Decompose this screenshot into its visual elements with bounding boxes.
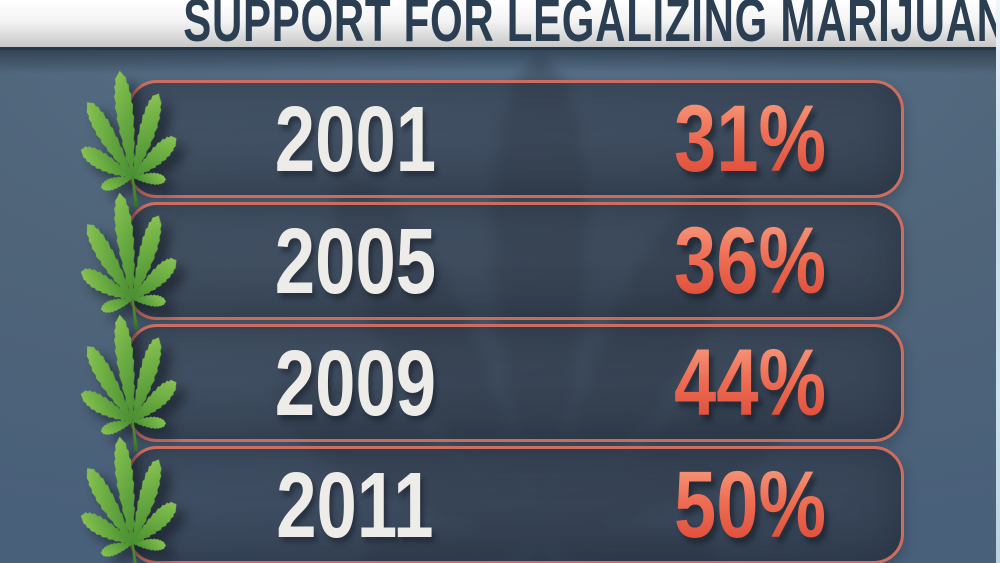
year-label: 2005 [274,208,436,313]
screen-edge-artifact [996,0,1000,563]
percent-value: 44% [673,329,827,436]
percent-value: 50% [673,451,827,558]
stat-row-2005: 2005 36% [127,202,904,320]
title-bar-shadow [0,50,1000,74]
year-label: 2009 [274,330,436,435]
percent-value: 36% [673,207,827,314]
year-label: 2011 [276,452,434,557]
stat-row-2009: 2009 44% [127,324,904,442]
title-bar: SUPPORT FOR LEGALIZING MARIJUANA [0,0,1000,50]
percent-value: 31% [673,85,827,192]
marijuana-leaf-icon [64,428,192,563]
stat-row-2011: 2011 50% [127,446,904,563]
page-title: SUPPORT FOR LEGALIZING MARIJUANA [183,0,1000,50]
stat-row-2001: 2001 31% [127,80,904,198]
year-label: 2001 [274,86,436,191]
